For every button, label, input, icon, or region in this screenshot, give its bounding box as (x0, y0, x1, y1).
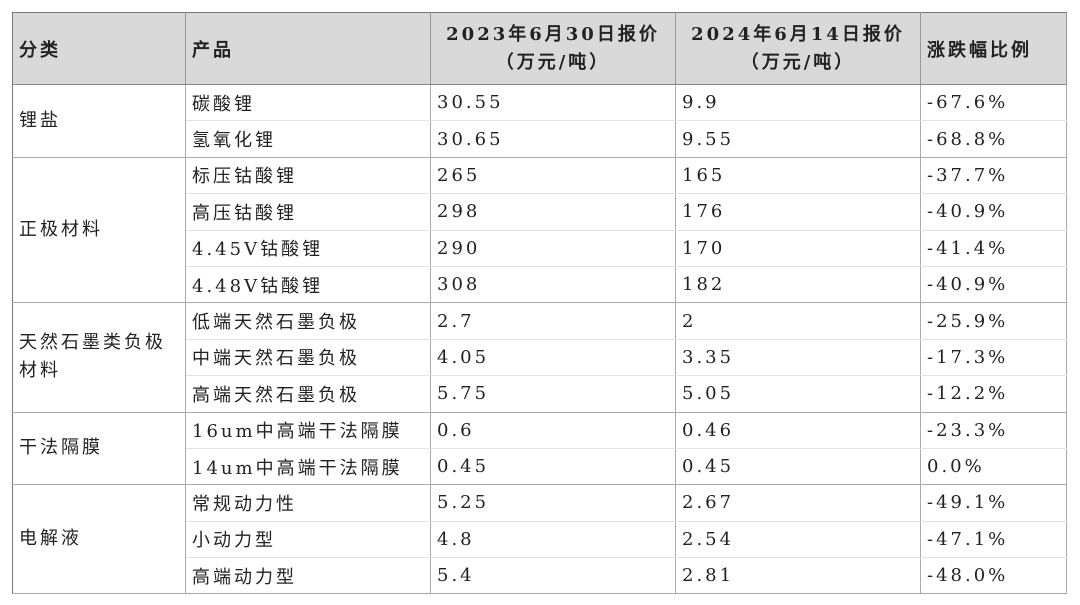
price-2023-cell: 265 (430, 157, 676, 195)
change-cell: -47.1% (920, 521, 1067, 559)
price-2023-cell: 298 (430, 193, 676, 231)
change-cell: -49.1% (920, 484, 1067, 522)
price-2023-cell: 308 (430, 266, 676, 304)
product-cell: 中端天然石墨负极 (185, 339, 431, 377)
table-row: 中端天然石墨负极 4.05 3.35 -17.3% (13, 339, 1067, 377)
price-2024-cell: 9.9 (675, 84, 921, 122)
product-cell: 高端动力型 (185, 557, 431, 595)
price-2024-cell: 165 (675, 157, 921, 195)
table-row: 电解液 常规动力性 5.25 2.67 -49.1% (12, 484, 1067, 595)
change-cell: 0.0% (920, 448, 1067, 486)
product-cell: 14um中高端干法隔膜 (185, 448, 431, 486)
product-cell: 4.48V钴酸锂 (185, 266, 431, 304)
product-cell: 常规动力性 (185, 484, 431, 522)
header-line: （万元/吨） (495, 51, 611, 73)
table-row: 4.48V钴酸锂 308 182 -40.9% (13, 266, 1067, 304)
change-cell: -17.3% (920, 339, 1067, 377)
change-cell: -40.9% (920, 193, 1067, 231)
category-cell: 正极材料 (12, 157, 186, 304)
product-cell: 高压钴酸锂 (185, 193, 431, 231)
change-cell: -37.7% (920, 157, 1067, 195)
price-2023-cell: 5.4 (430, 557, 676, 595)
change-cell: -12.2% (920, 375, 1067, 413)
change-cell: -68.8% (920, 120, 1067, 158)
table-row: 小动力型 4.8 2.54 -47.1% (13, 521, 1067, 559)
price-2023-cell: 0.45 (430, 448, 676, 486)
header-cell: 2023年6月30日报价 （万元/吨） (430, 12, 676, 85)
product-cell: 标压钴酸锂 (185, 157, 431, 195)
table-row: 4.45V钴酸锂 290 170 -41.4% (13, 230, 1067, 267)
price-2024-cell: 182 (675, 266, 921, 304)
change-cell: -25.9% (920, 302, 1067, 340)
header-cell: 分类 (12, 12, 186, 85)
table-row: 锂盐 碳酸锂 30.55 9.9 -67.6% (12, 84, 1067, 158)
category-cell: 电解液 (12, 484, 186, 595)
category-cell: 锂盐 (12, 84, 186, 158)
header-line: 2023年6月30日报价 (446, 23, 660, 45)
price-2024-cell: 3.35 (675, 339, 921, 377)
category-cell: 天然石墨类负极材料 (12, 302, 186, 413)
price-2024-cell: 2 (675, 302, 921, 340)
product-cell: 低端天然石墨负极 (185, 302, 431, 340)
change-cell: -41.4% (920, 230, 1067, 267)
table-row: 14um中高端干法隔膜 0.45 0.45 0.0% (13, 448, 1067, 486)
product-cell: 4.45V钴酸锂 (185, 230, 431, 267)
price-2024-cell: 0.45 (675, 448, 921, 486)
price-2024-cell: 176 (675, 193, 921, 231)
header-line: 2024年6月14日报价 (691, 23, 905, 45)
header-cell: 涨跌幅比例 (920, 12, 1067, 85)
product-cell: 氢氧化锂 (185, 120, 431, 158)
price-2024-cell: 2.81 (675, 557, 921, 595)
header-cell: 2024年6月14日报价 （万元/吨） (675, 12, 921, 85)
product-cell: 小动力型 (185, 521, 431, 559)
price-table: 分类 产品 2023年6月30日报价 （万元/吨） 2024年6月14日报价 （万元/吨）… (12, 12, 1067, 595)
price-2023-cell: 30.55 (430, 84, 676, 122)
price-2024-cell: 2.67 (675, 484, 921, 522)
price-2023-cell: 30.65 (430, 120, 676, 158)
price-2023-cell: 290 (430, 230, 676, 267)
change-cell: -40.9% (920, 266, 1067, 304)
category-cell: 干法隔膜 (12, 412, 186, 486)
price-2024-cell: 5.05 (675, 375, 921, 413)
header-line: （万元/吨） (740, 51, 856, 73)
price-2023-cell: 4.8 (430, 521, 676, 559)
header-cell: 产品 (185, 12, 431, 85)
header-row: 分类 产品 2023年6月30日报价 （万元/吨） 2024年6月14日报价 （万元/吨）… (12, 12, 1067, 85)
product-cell: 16um中高端干法隔膜 (185, 412, 431, 449)
product-cell: 高端天然石墨负极 (185, 375, 431, 413)
price-2023-cell: 5.75 (430, 375, 676, 413)
price-2023-cell: 5.25 (430, 484, 676, 522)
price-2023-cell: 2.7 (430, 302, 676, 340)
table-row: 天然石墨类负极材料 低端天然石墨负极 2.7 2 -25.9% (12, 302, 1067, 413)
price-2024-cell: 9.55 (675, 120, 921, 158)
product-cell: 碳酸锂 (185, 84, 431, 122)
table-row: 氢氧化锂 30.65 9.55 -68.8% (13, 120, 1067, 158)
price-2023-cell: 4.05 (430, 339, 676, 377)
table-row: 干法隔膜 16um中高端干法隔膜 0.6 0.46 -23.3% (12, 412, 1067, 486)
change-cell: -67.6% (920, 84, 1067, 122)
table-row: 高端天然石墨负极 5.75 5.05 -12.2% (13, 375, 1067, 413)
table-row: 高端动力型 5.4 2.81 -48.0% (13, 557, 1067, 595)
change-cell: -23.3% (920, 412, 1067, 449)
price-2024-cell: 170 (675, 230, 921, 267)
table-row: 正极材料 标压钴酸锂 265 165 -37.7% (12, 157, 1067, 304)
change-cell: -48.0% (920, 557, 1067, 595)
price-2024-cell: 2.54 (675, 521, 921, 559)
table-body: 锂盐 碳酸锂 30.55 9.9 -67.6% 氢氧化锂 30.65 9.55 -68.8% 正极… (12, 84, 1067, 595)
price-2024-cell: 0.46 (675, 412, 921, 449)
table-row: 高压钴酸锂 298 176 -40.9% (13, 193, 1067, 231)
price-2023-cell: 0.6 (430, 412, 676, 449)
table-container: 分类 产品 2023年6月30日报价 （万元/吨） 2024年6月14日报价 （万元/吨）… (12, 12, 1067, 595)
